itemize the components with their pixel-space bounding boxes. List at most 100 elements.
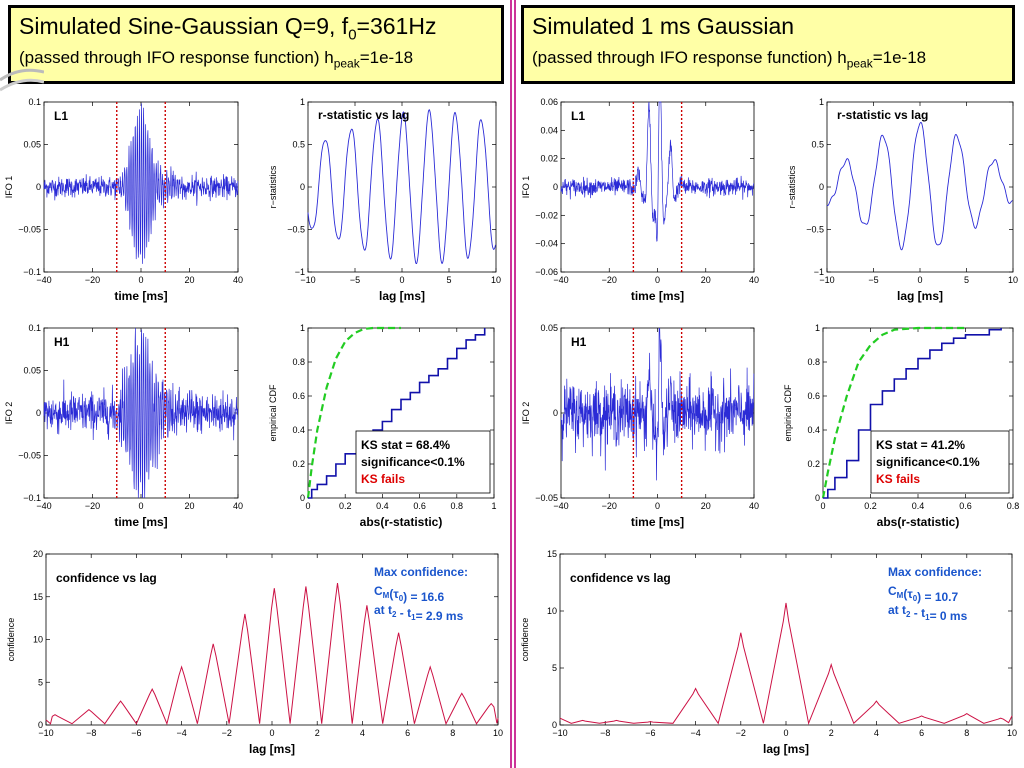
ts1-y-axis-label: IFO 1 bbox=[4, 176, 14, 199]
cdf2-x-tick-label: 0 bbox=[820, 501, 825, 511]
ts1-x-tick-label: 0 bbox=[138, 275, 143, 285]
cdf2-y-tick-label: 0 bbox=[815, 493, 820, 503]
cdf1-y-tick-label: 0.8 bbox=[292, 357, 305, 367]
r1-y-tick-label: 1 bbox=[300, 97, 305, 107]
conf2-x-tick-label: −4 bbox=[690, 728, 700, 738]
ts3-x-tick-label: −40 bbox=[553, 275, 568, 285]
ts1-y-tick-label: −0.1 bbox=[23, 267, 41, 277]
r1-plot-frame bbox=[307, 101, 497, 273]
right-title-box: Simulated 1 ms Gaussian (passed through … bbox=[521, 5, 1015, 84]
cdf2-chart: 0 0.2 0.4 0.6 0.8 0 0.2 0.4 0.6 0.8 1 abs(r-statist… bbox=[783, 323, 1019, 529]
r2-title: r-statistic vs lag bbox=[837, 108, 928, 122]
conf1-x-tick-label: −10 bbox=[38, 728, 53, 738]
ts2-y-tick-label: −0.05 bbox=[18, 451, 41, 461]
conf2-x-axis-label: lag [ms] bbox=[763, 742, 809, 756]
conf1-annotation-part: = 2.9 ms bbox=[416, 609, 464, 623]
conf1-y-tick-label: 20 bbox=[33, 549, 43, 559]
conf2-max-confidence-value: CM(τ0) = 10.7 bbox=[888, 584, 959, 604]
conf1-annotation-part: 0 bbox=[399, 594, 404, 603]
ts4-y-axis-label: IFO 2 bbox=[521, 402, 531, 425]
r1-x-tick-label: 0 bbox=[399, 275, 404, 285]
ts1-detector-label: L1 bbox=[54, 109, 68, 123]
ts3-x-tick-label: −20 bbox=[602, 275, 617, 285]
cdf2-ks-stat: KS stat = 41.2% bbox=[876, 438, 965, 452]
cdf1-x-tick-label: 0.8 bbox=[451, 501, 464, 511]
ts1-y-tick-label: −0.05 bbox=[18, 225, 41, 235]
conf1-x-tick-label: 8 bbox=[450, 728, 455, 738]
conf1-annotation-part: 2 bbox=[392, 610, 397, 619]
conf1-x-tick-label: 10 bbox=[493, 728, 503, 738]
conf2-max-confidence-lag: at t2 - t1= 0 ms bbox=[888, 603, 968, 623]
conf1-title: confidence vs lag bbox=[56, 571, 157, 585]
right-title-second: (passed through IFO response function) h… bbox=[532, 48, 926, 70]
conf1-x-axis-label: lag [ms] bbox=[249, 742, 295, 756]
conf2-y-tick-label: 0 bbox=[552, 720, 557, 730]
conf1-x-tick-label: −8 bbox=[86, 728, 96, 738]
cdf2-y-tick-label: 0.6 bbox=[807, 391, 820, 401]
ts3-signal-line bbox=[560, 101, 755, 242]
conf2-x-tick-label: 6 bbox=[919, 728, 924, 738]
r1-x-tick-label: −10 bbox=[300, 275, 315, 285]
decorative-swirl bbox=[0, 62, 44, 102]
ts3-y-tick-label: −0.06 bbox=[535, 267, 558, 277]
left-title-second-text: (passed through IFO response function) h bbox=[19, 48, 334, 67]
panel-divider-b bbox=[514, 0, 516, 768]
cdf2-y-axis-label: empirical CDF bbox=[783, 384, 793, 442]
cdf2-empirical-cdf-line bbox=[823, 328, 1002, 499]
conf2-x-tick-label: 4 bbox=[874, 728, 879, 738]
cdf2-x-tick-label: 0.2 bbox=[864, 501, 877, 511]
ts2-x-tick-label: −20 bbox=[85, 501, 100, 511]
cdf1-y-tick-label: 1 bbox=[300, 323, 305, 333]
r1-y-tick-label: 0.5 bbox=[292, 140, 305, 150]
ts4-signal-line bbox=[560, 327, 755, 481]
r1-r-statistic-line bbox=[307, 108, 496, 265]
ts2-y-tick-label: 0.05 bbox=[23, 366, 41, 376]
conf2-y-tick-label: 5 bbox=[552, 663, 557, 673]
r2-r-statistic-line bbox=[826, 121, 1013, 251]
conf1-annotation-part: (τ bbox=[389, 587, 399, 601]
r2-y-tick-label: 1 bbox=[819, 97, 824, 107]
r1-x-tick-label: −5 bbox=[350, 275, 360, 285]
conf2-x-tick-label: 0 bbox=[783, 728, 788, 738]
conf1-max-confidence-label: Max confidence: bbox=[374, 565, 468, 579]
cdf1-y-tick-label: 0 bbox=[300, 493, 305, 503]
cdf1-x-tick-label: 0.4 bbox=[376, 501, 389, 511]
cdf2-ks-result: KS fails bbox=[876, 472, 920, 486]
r2-y-tick-label: −0.5 bbox=[806, 225, 824, 235]
ts3-y-tick-label: −0.02 bbox=[535, 210, 558, 220]
r2-chart: −10 −5 0 5 10 −1 −0.5 0 0.5 1 lag [ms] r−statistics… bbox=[787, 97, 1018, 303]
ts1-x-tick-label: 40 bbox=[233, 275, 243, 285]
r1-x-tick-label: 5 bbox=[446, 275, 451, 285]
cdf2-ks-significance: significance<0.1% bbox=[876, 455, 980, 469]
conf2-annotation-part: C bbox=[888, 584, 897, 598]
r2-x-tick-label: 5 bbox=[964, 275, 969, 285]
ts1-y-tick-label: 0 bbox=[36, 182, 41, 192]
r2-x-tick-label: 0 bbox=[917, 275, 922, 285]
cdf2-y-tick-label: 0.2 bbox=[807, 459, 820, 469]
conf1-confidence-line bbox=[45, 583, 499, 726]
conf1-y-tick-label: 0 bbox=[38, 720, 43, 730]
ts3-y-tick-label: 0 bbox=[553, 182, 558, 192]
conf2-y-tick-label: 10 bbox=[547, 606, 557, 616]
r2-y-tick-label: 0 bbox=[819, 182, 824, 192]
ts2-y-tick-label: 0.1 bbox=[28, 323, 41, 333]
cdf1-y-tick-label: 0.2 bbox=[292, 459, 305, 469]
conf1-x-tick-label: −6 bbox=[131, 728, 141, 738]
conf2-annotation-part: 2 bbox=[906, 610, 911, 619]
conf2-annotation-part: 1 bbox=[925, 613, 930, 622]
r1-title: r-statistic vs lag bbox=[318, 108, 409, 122]
cdf1-y-tick-label: 0.6 bbox=[292, 391, 305, 401]
cdf2-y-tick-label: 0.4 bbox=[807, 425, 820, 435]
conf2-x-tick-label: −10 bbox=[552, 728, 567, 738]
r2-x-tick-label: −10 bbox=[819, 275, 834, 285]
ts2-x-axis-label: time [ms] bbox=[114, 515, 167, 529]
cdf2-x-tick-label: 0.4 bbox=[912, 501, 925, 511]
ts1-x-tick-label: −40 bbox=[36, 275, 51, 285]
conf1-x-tick-label: 2 bbox=[315, 728, 320, 738]
conf1-x-tick-label: 0 bbox=[269, 728, 274, 738]
cdf1-reference-cdf-line bbox=[306, 326, 401, 499]
ts2-y-axis-label: IFO 2 bbox=[4, 402, 14, 425]
ts3-x-tick-label: 0 bbox=[655, 275, 660, 285]
cdf1-x-tick-label: 1 bbox=[491, 501, 496, 511]
